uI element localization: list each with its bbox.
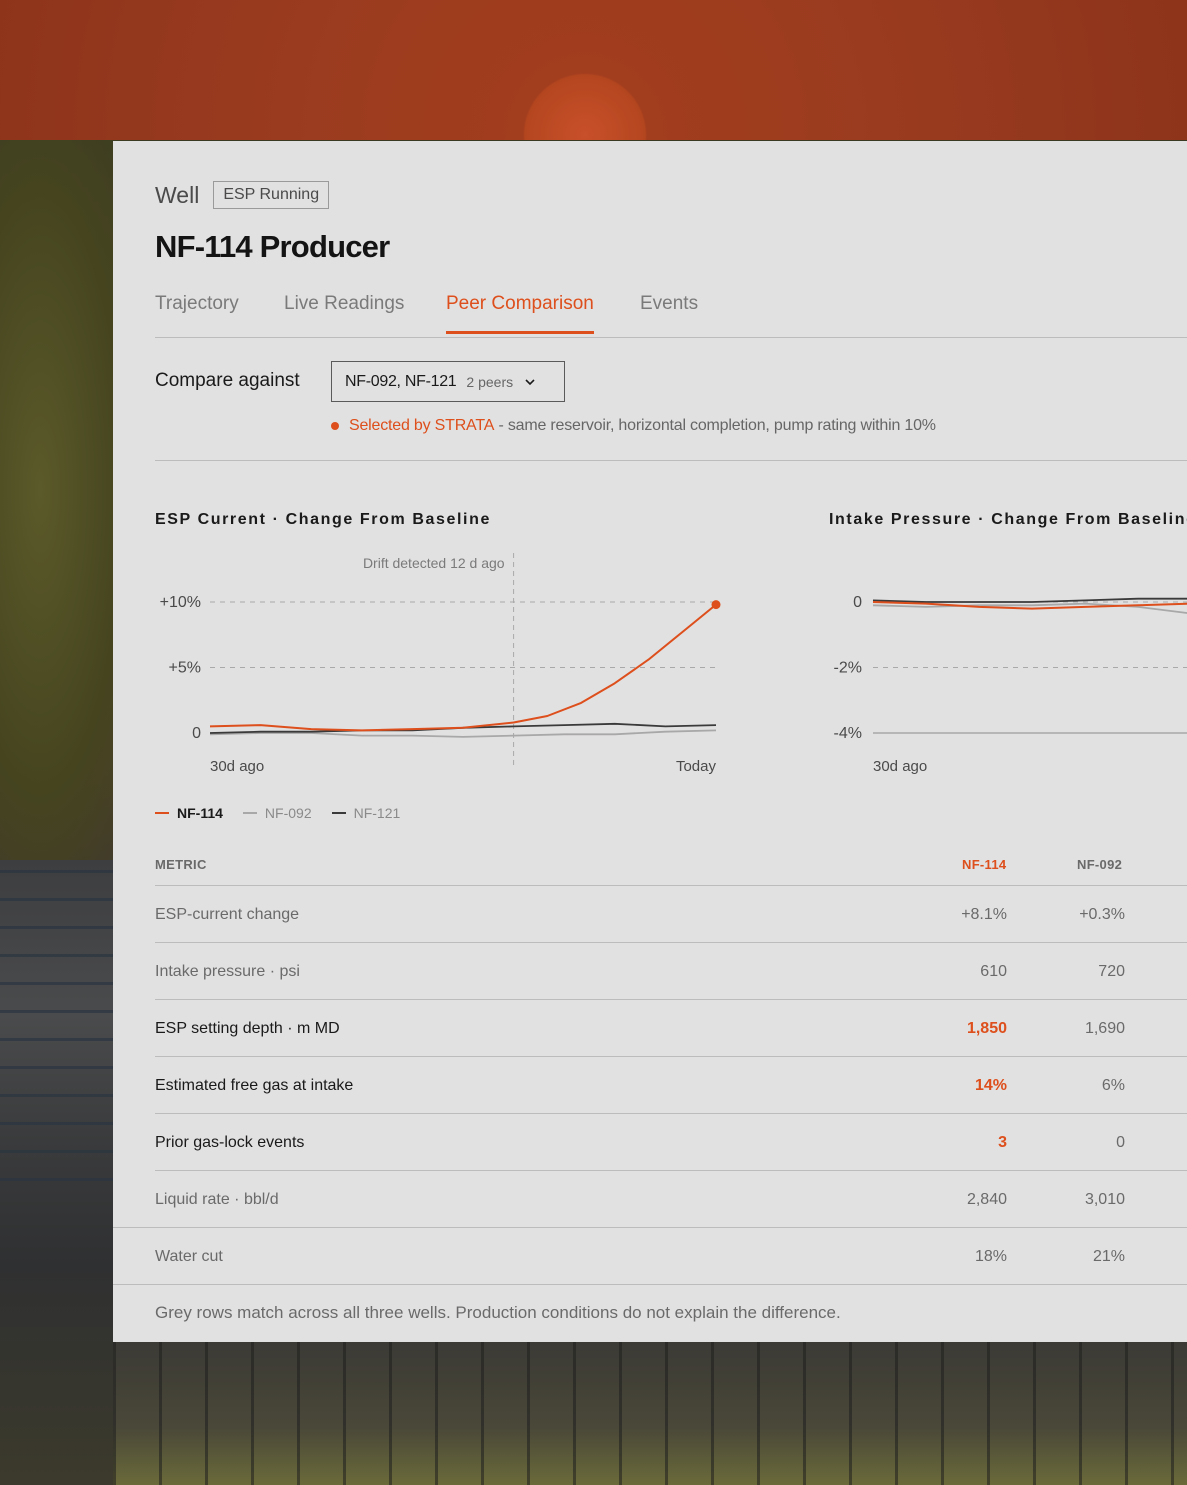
nf092-value-cell: 1,690 <box>1084 1020 1125 1037</box>
series-line-nf-114 <box>872 601 1187 610</box>
table-row: ESP setting depth · m MD 1,850 1,690 <box>155 1000 1187 1057</box>
drift-annotation: Drift detected 12 d ago <box>363 555 505 571</box>
nf114-value-cell: 610 <box>980 963 1007 980</box>
compare-label: Compare against <box>155 370 300 391</box>
y-tick-label: +5% <box>169 660 201 677</box>
entity-type-label: Well <box>155 181 200 208</box>
series-endpoint-nf-114 <box>711 600 721 610</box>
nf114-value-cell: 3 <box>998 1134 1007 1151</box>
legend-label-nf092: NF-092 <box>264 805 312 821</box>
y-tick-label: 0 <box>192 725 201 742</box>
y-tick-label: -2% <box>834 660 862 677</box>
x-tick-label: 30d ago <box>210 758 264 775</box>
peer-select-dropdown[interactable]: NF-092, NF-121 2 peers <box>331 361 565 402</box>
nf114-value-cell: 2,840 <box>966 1191 1007 1208</box>
table-row: Liquid rate · bbl/d 2,840 3,010 <box>113 1171 1187 1228</box>
peer-selection-note: Selected by STRATA - same reservoir, hor… <box>331 417 936 435</box>
nf092-value-cell: 21% <box>1092 1248 1125 1265</box>
nf114-value-cell: 18% <box>974 1248 1007 1265</box>
nf114-value-cell: 1,850 <box>966 1020 1007 1037</box>
table-row: Estimated free gas at intake 14% 6% <box>155 1057 1187 1114</box>
chart-title-esp-current: ESP Current · Change From Baseline <box>155 511 491 528</box>
nf092-value-cell: 3,010 <box>1084 1191 1125 1208</box>
metric-cell: ESP setting depth · m MD <box>155 1020 340 1037</box>
metric-cell: Liquid rate · bbl/d <box>155 1191 279 1208</box>
nf092-value-cell: +0.3% <box>1079 906 1125 923</box>
x-tick-label: Today <box>676 758 717 775</box>
tab-events[interactable]: Events <box>640 293 699 314</box>
series-line-nf-092 <box>872 602 1187 614</box>
pipeline-structures <box>0 870 120 1190</box>
legend-swatch-nf121 <box>331 812 346 814</box>
charts-canvas: +10% +5% 0 Drift detected 12 d ago 30d ago To… <box>160 553 1187 775</box>
peer-select-value: NF-092, NF-121 <box>345 372 457 390</box>
legend-item-nf114: NF-114 <box>155 805 223 821</box>
legend-swatch-nf114 <box>155 812 169 814</box>
y-tick-label: +10% <box>160 594 201 611</box>
tab-trajectory[interactable]: Trajectory <box>155 293 239 314</box>
legend-label-nf121: NF-121 <box>353 805 401 821</box>
status-dot-icon <box>331 422 339 430</box>
legend-swatch-nf092 <box>242 812 257 814</box>
x-tick-label: 30d ago <box>873 758 927 775</box>
nf092-value-cell: 720 <box>1098 963 1125 980</box>
tab-peer-comparison[interactable]: Peer Comparison <box>446 293 594 334</box>
status-badge: ESP Running <box>213 181 330 209</box>
table-row: Prior gas-lock events 3 0 <box>155 1114 1187 1171</box>
legend-label-nf114: NF-114 <box>177 805 223 821</box>
selected-by-strata: Selected by STRATA <box>349 417 495 434</box>
well-detail-panel: Well ESP Running NF-114 Producer Traject… <box>113 141 1187 1342</box>
series-line-nf-092 <box>209 729 717 738</box>
chart-legend: NF-114 NF-092 NF-121 <box>155 805 420 821</box>
table-header: METRIC NF-114 NF-092 <box>155 841 1187 886</box>
chart-title-intake-pressure: Intake Pressure · Change From Baseline <box>829 511 1187 528</box>
section-divider <box>155 460 1187 461</box>
table-row: Water cut 18% 21% <box>113 1228 1187 1285</box>
metric-cell: Water cut <box>155 1248 223 1265</box>
tab-bar: Trajectory Live Readings Peer Comparison… <box>155 291 1187 338</box>
metric-cell: Intake pressure · psi <box>155 963 300 980</box>
page-title: NF-114 Producer <box>155 229 390 264</box>
y-tick-label: 0 <box>853 594 862 611</box>
entity-header: Well ESP Running <box>155 181 330 209</box>
tab-live-readings[interactable]: Live Readings <box>284 293 405 314</box>
legend-item-nf121: NF-121 <box>331 805 401 821</box>
metric-cell: Prior gas-lock events <box>155 1134 305 1151</box>
column-header-metric: METRIC <box>155 857 207 872</box>
industrial-facility <box>113 1342 1187 1485</box>
nf092-value-cell: 0 <box>1116 1134 1125 1151</box>
metric-cell: Estimated free gas at intake <box>155 1077 354 1094</box>
nf114-value-cell: 14% <box>974 1077 1007 1094</box>
series-line-nf-121 <box>872 597 1187 603</box>
table-row: ESP-current change +8.1% +0.3% <box>155 886 1187 943</box>
y-tick-label: -4% <box>834 725 862 742</box>
metric-cell: ESP-current change <box>155 906 300 923</box>
nf092-value-cell: 6% <box>1101 1077 1125 1094</box>
table-row: Intake pressure · psi 610 720 <box>155 943 1187 1000</box>
legend-item-nf092: NF-092 <box>242 805 312 821</box>
table-footnote: Grey rows match across all three wells. … <box>155 1303 841 1322</box>
selection-criteria: - same reservoir, horizontal completion,… <box>494 417 936 434</box>
comparison-table: METRIC NF-114 NF-092 ESP-current change +… <box>113 841 1187 1285</box>
chevron-down-icon <box>525 378 535 385</box>
peer-count: 2 peers <box>466 373 514 390</box>
column-header-nf092: NF-092 <box>1077 857 1123 872</box>
nf114-value-cell: +8.1% <box>961 906 1007 923</box>
column-header-nf114: NF-114 <box>962 857 1007 872</box>
series-line-nf-114 <box>209 603 717 732</box>
